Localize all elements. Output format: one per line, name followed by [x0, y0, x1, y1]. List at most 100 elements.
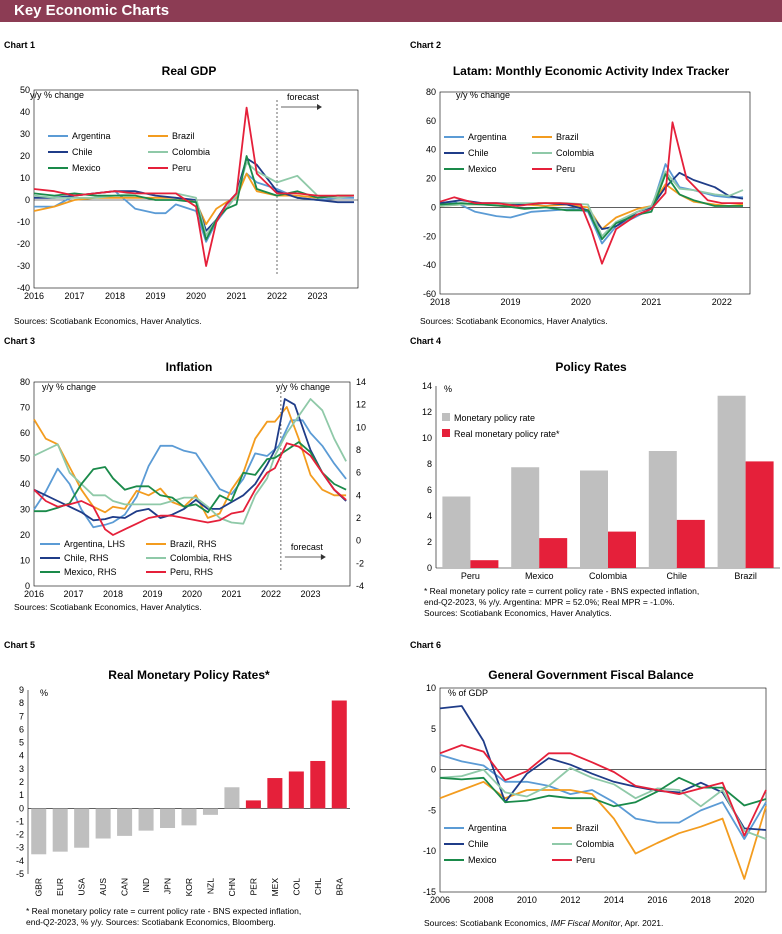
category-label: EUR: [55, 878, 65, 896]
category-label: KOR: [184, 878, 194, 896]
y-tick-label: 20: [426, 174, 436, 184]
activity-index-chart: -60 -40 -20 0 20 40 60 80 2018 2019 2020 2021 2022 y/…: [423, 87, 751, 307]
x-tick-label: 2023: [307, 291, 327, 301]
bar-gbr: [31, 808, 47, 855]
category-label: Peru: [461, 571, 480, 581]
y-tick-label: -2: [16, 830, 24, 840]
chart-label: Chart 4: [410, 336, 442, 346]
plot-frame: [33, 89, 359, 289]
x-tick-label: 2017: [63, 589, 83, 599]
legend-label: Peru, RHS: [170, 567, 213, 577]
legend-label: Peru: [556, 164, 575, 174]
legend-swatch: [442, 413, 450, 421]
y-right-tick-label: 4: [356, 490, 361, 500]
y-tick-label: 2: [427, 537, 432, 547]
y-tick-label: 8: [19, 698, 24, 708]
legend-label: Chile: [468, 839, 489, 849]
chart-title: Latam: Monthly Economic Activity Index T…: [452, 64, 730, 78]
legend-label: Peru: [576, 855, 595, 865]
y-tick-label: 30: [20, 129, 30, 139]
policy-rates-chart: 0 2 4 6 8 10 12 14 % Peru Mexico Colombia Chile Brazi…: [422, 381, 780, 581]
bar-mex: [267, 778, 283, 809]
y-right-tick-label: 12: [356, 400, 366, 410]
y-tick-label: 80: [426, 87, 436, 97]
category-label: BRA: [334, 878, 344, 896]
y-tick-label: 5: [19, 738, 24, 748]
chart-title: Policy Rates: [555, 360, 627, 374]
x-tick-label: 2014: [604, 895, 624, 905]
chart-1-panel: Chart 1 Real GDP -40 -30 -20 -10 0 10 20 30 40 50…: [4, 40, 384, 330]
legend-label: Brazil: [576, 823, 599, 833]
chart-note: * Real monetary policy rate = current po…: [424, 586, 700, 596]
y-tick-label: -20: [17, 239, 30, 249]
chart-source: Sources: Scotiabank Economics, Haver Ana…: [14, 602, 202, 612]
bar-bra: [331, 700, 347, 809]
x-tick-label: 2022: [261, 589, 281, 599]
forecast-annotation: forecast: [291, 542, 324, 552]
series-line-peru-rhs: [33, 442, 347, 536]
chart-title: Real GDP: [161, 64, 217, 78]
category-label: GBR: [34, 878, 44, 896]
chart-source: Sources: Scotiabank Economics, Haver Ana…: [424, 608, 612, 618]
x-tick-label: 2020: [182, 589, 202, 599]
legend-label: Colombia: [172, 147, 210, 157]
x-tick-label: 2022: [267, 291, 287, 301]
y-tick-label: 6: [19, 724, 24, 734]
y-tick-label: 7: [19, 711, 24, 721]
bar-kor: [181, 808, 197, 826]
y-right-tick-label: 0: [356, 536, 361, 546]
x-tick-label: 2020: [734, 895, 754, 905]
category-label: JPN: [163, 878, 173, 894]
y-tick-label: 20: [20, 151, 30, 161]
x-tick-label: 2021: [226, 291, 246, 301]
bar-aus: [95, 808, 111, 839]
category-label: IND: [141, 878, 151, 893]
bar-chile-real: [676, 519, 705, 568]
chart-3-panel: Chart 3 Inflation 0 10 20 30 40 50 60 70 80 -4 -2 0…: [4, 336, 384, 626]
x-tick-label: 2016: [24, 589, 44, 599]
y-tick-label: 40: [20, 479, 30, 489]
chart-5-panel: Chart 5 Real Monetary Policy Rates* -5 -4…: [4, 640, 384, 934]
bar-mexico-real: [539, 538, 568, 568]
y-tick-label: 4: [427, 511, 432, 521]
category-label: CHN: [227, 878, 237, 896]
chart-title: Real Monetary Policy Rates*: [108, 668, 270, 682]
legend-label: Chile, RHS: [64, 553, 109, 563]
x-tick-label: 2018: [430, 297, 450, 307]
x-tick-label: 2012: [560, 895, 580, 905]
chart-label: Chart 5: [4, 640, 36, 650]
series-line-peru: [439, 744, 767, 837]
category-label: Colombia: [589, 571, 627, 581]
legend-label: Brazil: [556, 132, 579, 142]
y-tick-label: -40: [423, 260, 436, 270]
x-tick-label: 2006: [430, 895, 450, 905]
y-right-axis-label: y/y % change: [276, 382, 330, 392]
plot-frame: [33, 381, 351, 587]
y-tick-label: -5: [428, 805, 436, 815]
y-tick-label: 12: [422, 407, 432, 417]
chart-note: end-Q2-2023, % y/y. Argentina: MPR = 52.…: [424, 597, 675, 607]
y-tick-label: 50: [20, 454, 30, 464]
legend-label: Chile: [72, 147, 93, 157]
x-tick-label: 2018: [103, 589, 123, 599]
legend-label: Argentina: [468, 132, 507, 142]
forecast-annotation: forecast: [287, 92, 320, 102]
y-right-tick-label: 10: [356, 422, 366, 432]
legend-label: Chile: [468, 148, 489, 158]
y-tick-label: 0: [25, 195, 30, 205]
category-label: CAN: [120, 878, 130, 896]
legend-label: Mexico: [468, 855, 497, 865]
y-axis-label: y/y % change: [456, 90, 510, 100]
x-tick-label: 2016: [24, 291, 44, 301]
legend-label: Argentina: [72, 131, 111, 141]
y-tick-label: 10: [20, 173, 30, 183]
bar-can: [117, 808, 133, 836]
y-tick-label: 50: [20, 85, 30, 95]
inflation-chart: 0 10 20 30 40 50 60 70 80 -4 -2 0 2 4 6 8 10 12 14 2016 2017…: [20, 377, 366, 599]
chart-label: Chart 1: [4, 40, 36, 50]
y-tick-label: 0: [427, 563, 432, 573]
y-tick-label: -1: [16, 816, 24, 826]
x-tick-label: 2020: [186, 291, 206, 301]
y-tick-label: -40: [17, 283, 30, 293]
chart-2-panel: Chart 2 Latam: Monthly Economic Activity…: [410, 40, 782, 330]
